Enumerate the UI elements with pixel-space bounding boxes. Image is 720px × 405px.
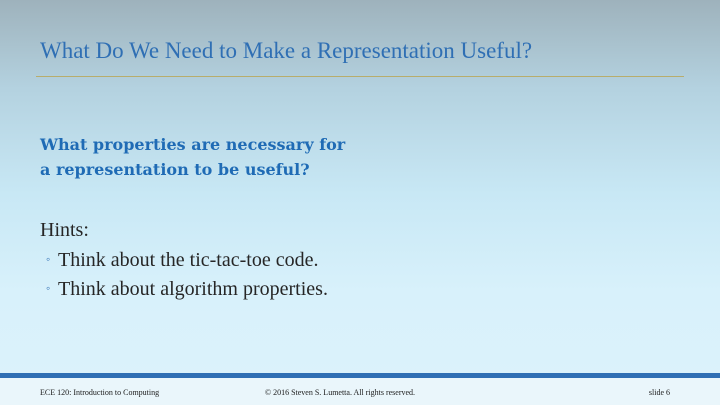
hint-text: Think about the tic-tac-toe code. — [58, 249, 319, 271]
title-divider — [36, 76, 684, 77]
footer-slide-number: slide 6 — [648, 388, 670, 397]
footer-copyright: © 2016 Steven S. Lumetta. All rights res… — [265, 388, 416, 397]
hints-heading: Hints: — [40, 219, 89, 241]
question-line-2: a representation to be useful? — [40, 160, 310, 179]
footer: ECE 120: Introduction to Computing © 201… — [0, 378, 720, 405]
slide-title: What Do We Need to Make a Representation… — [40, 38, 533, 63]
bullet-icon: ◦ — [46, 252, 51, 266]
hint-item: ◦ Think about algorithm properties. — [46, 274, 328, 303]
hints-list: ◦ Think about the tic-tac-toe code. ◦ Thin… — [46, 245, 328, 303]
footer-course: ECE 120: Introduction to Computing — [40, 388, 160, 397]
question-line-1: What properties are necessary for — [40, 135, 346, 154]
hint-text: Think about algorithm properties. — [58, 278, 328, 300]
hint-item: ◦ Think about the tic-tac-toe code. — [46, 245, 328, 274]
bullet-icon: ◦ — [46, 281, 51, 295]
footer-divider — [0, 373, 720, 378]
question-text: What properties are necessary for a repr… — [40, 132, 345, 182]
